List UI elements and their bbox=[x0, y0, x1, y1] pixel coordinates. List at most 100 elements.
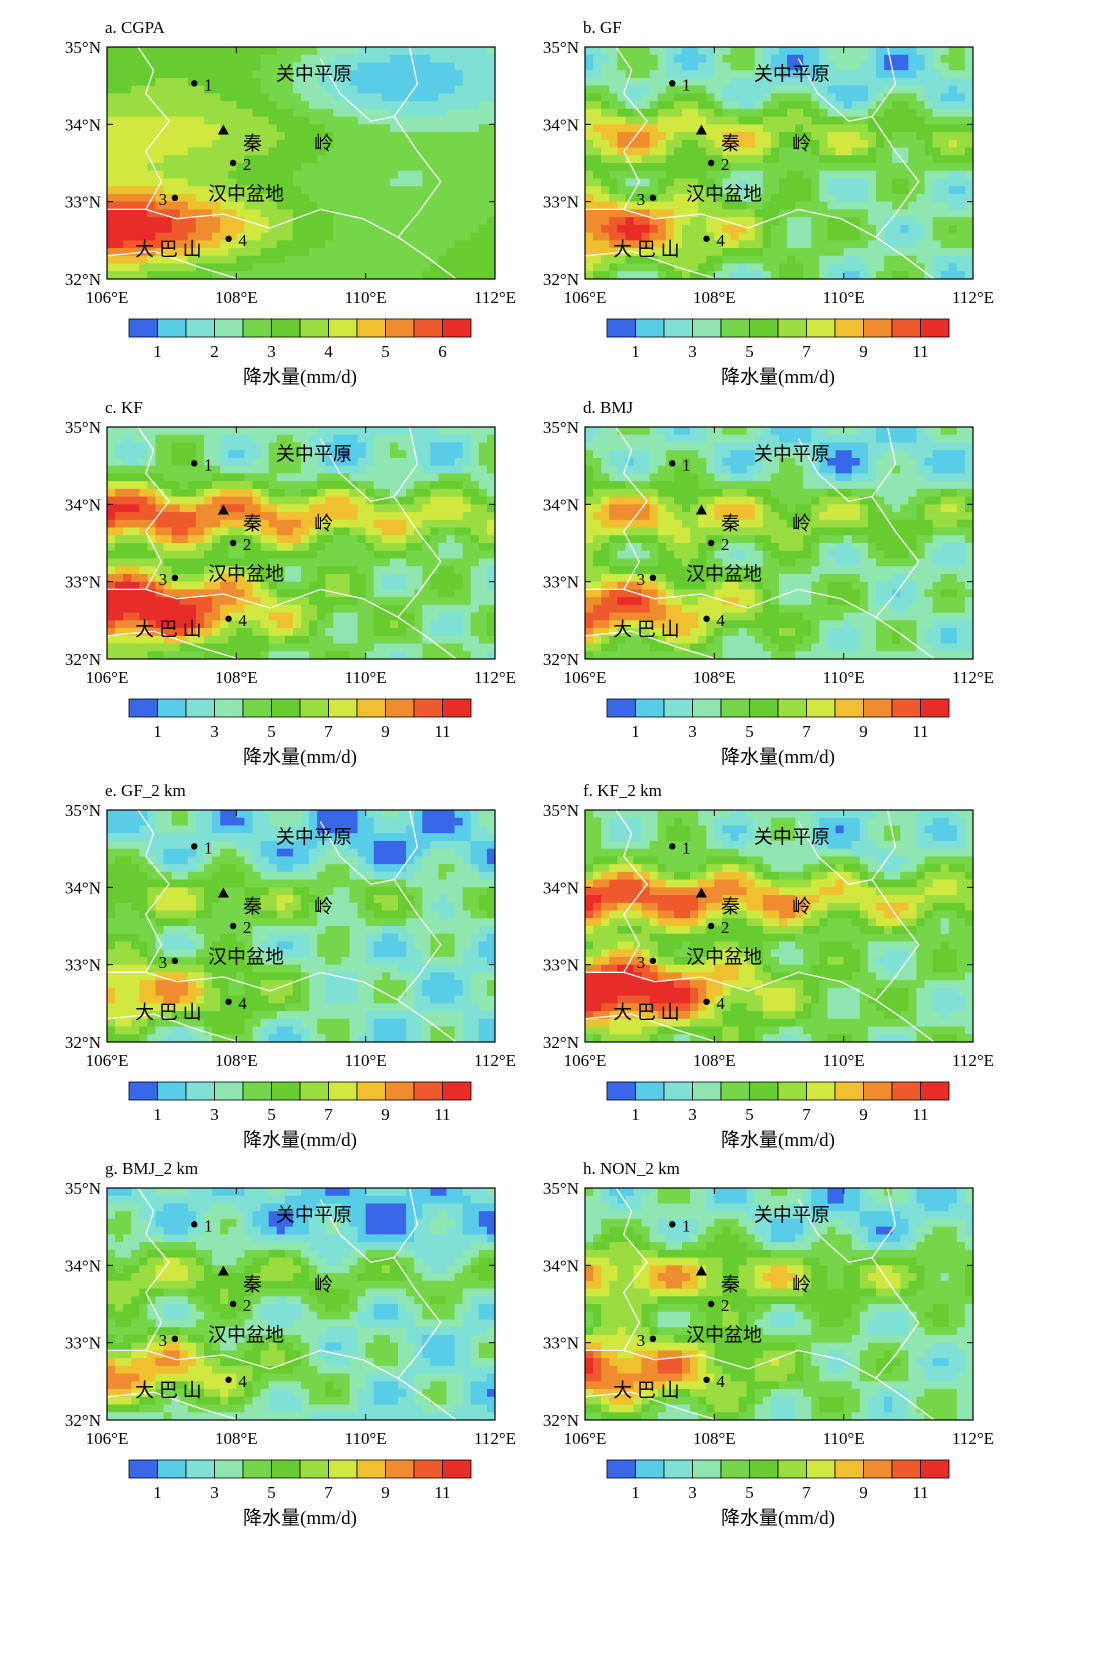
field-cell bbox=[455, 473, 464, 481]
field-cell bbox=[244, 589, 253, 597]
field-cell bbox=[382, 473, 391, 481]
field-cell bbox=[892, 473, 901, 481]
field-cell bbox=[317, 636, 326, 644]
place-label: 秦 bbox=[243, 513, 262, 535]
field-cell bbox=[585, 264, 594, 272]
field-cell bbox=[422, 264, 431, 272]
field-cell bbox=[900, 186, 909, 194]
field-cell bbox=[212, 70, 221, 78]
field-cell bbox=[609, 450, 618, 458]
field-cell bbox=[107, 520, 116, 528]
field-cell bbox=[398, 217, 407, 225]
field-cell bbox=[479, 481, 488, 489]
field-cell bbox=[406, 613, 415, 621]
field-cell bbox=[406, 582, 415, 590]
field-cell bbox=[957, 233, 966, 241]
field-cell bbox=[593, 217, 602, 225]
field-cell bbox=[374, 458, 383, 466]
field-cell bbox=[131, 651, 140, 659]
field-cell bbox=[819, 132, 828, 140]
field-cell bbox=[828, 473, 837, 481]
field-cell bbox=[836, 70, 845, 78]
field-cell bbox=[876, 427, 885, 435]
field-cell bbox=[455, 62, 464, 70]
field-cell bbox=[763, 473, 772, 481]
field-cell bbox=[763, 171, 772, 179]
field-cell bbox=[957, 148, 966, 156]
field-cell bbox=[941, 101, 950, 109]
field-cell bbox=[682, 163, 691, 171]
field-cell bbox=[779, 194, 788, 202]
field-cell bbox=[852, 202, 861, 210]
field-cell bbox=[253, 628, 262, 636]
field-cell bbox=[463, 481, 472, 489]
field-cell bbox=[196, 582, 205, 590]
field-cell bbox=[382, 217, 391, 225]
field-cell bbox=[244, 124, 253, 132]
field-cell bbox=[811, 256, 820, 264]
field-cell bbox=[666, 202, 675, 210]
field-cell bbox=[269, 93, 278, 101]
field-cell bbox=[172, 264, 181, 272]
field-cell bbox=[916, 240, 925, 248]
field-cell bbox=[164, 535, 173, 543]
field-cell bbox=[731, 93, 740, 101]
field-cell bbox=[438, 528, 447, 536]
field-cell bbox=[131, 644, 140, 652]
field-cell bbox=[479, 240, 488, 248]
field-cell bbox=[819, 209, 828, 217]
field-cell bbox=[650, 489, 659, 497]
field-cell bbox=[916, 163, 925, 171]
field-cell bbox=[852, 55, 861, 63]
field-cell bbox=[908, 240, 917, 248]
field-cell bbox=[487, 271, 496, 279]
field-cell bbox=[487, 535, 496, 543]
field-cell bbox=[941, 155, 950, 163]
field-cell bbox=[722, 271, 731, 279]
field-cell bbox=[698, 473, 707, 481]
field-cell bbox=[908, 140, 917, 148]
field-cell bbox=[731, 240, 740, 248]
field-cell bbox=[156, 163, 165, 171]
field-cell bbox=[957, 86, 966, 94]
field-cell bbox=[455, 124, 464, 132]
field-cell bbox=[350, 528, 359, 536]
field-cell bbox=[277, 473, 286, 481]
field-cell bbox=[123, 47, 132, 55]
field-cell bbox=[196, 155, 205, 163]
field-cell bbox=[487, 605, 496, 613]
field-cell bbox=[900, 109, 909, 117]
field-cell bbox=[139, 558, 148, 566]
field-cell bbox=[463, 194, 472, 202]
field-cell bbox=[463, 240, 472, 248]
field-cell bbox=[609, 124, 618, 132]
field-cell bbox=[763, 225, 772, 233]
field-cell bbox=[949, 264, 958, 272]
field-cell bbox=[714, 109, 723, 117]
field-cell bbox=[301, 155, 310, 163]
field-cell bbox=[925, 435, 934, 443]
field-cell bbox=[941, 489, 950, 497]
field-cell bbox=[763, 86, 772, 94]
field-cell bbox=[593, 55, 602, 63]
field-cell bbox=[309, 644, 318, 652]
field-cell bbox=[755, 233, 764, 241]
field-cell bbox=[706, 489, 715, 497]
field-cell bbox=[269, 140, 278, 148]
field-cell bbox=[180, 117, 189, 125]
field-cell bbox=[892, 140, 901, 148]
field-cell bbox=[317, 233, 326, 241]
field-cell bbox=[876, 442, 885, 450]
colorbar-tick-label: 1 bbox=[153, 342, 162, 361]
field-cell bbox=[755, 481, 764, 489]
field-cell bbox=[131, 466, 140, 474]
field-cell bbox=[220, 644, 229, 652]
field-cell bbox=[366, 644, 375, 652]
field-cell bbox=[325, 171, 334, 179]
field-cell bbox=[325, 55, 334, 63]
field-cell bbox=[487, 450, 496, 458]
field-cell bbox=[293, 551, 302, 559]
field-cell bbox=[965, 93, 974, 101]
field-cell bbox=[277, 124, 286, 132]
field-cell bbox=[625, 171, 634, 179]
